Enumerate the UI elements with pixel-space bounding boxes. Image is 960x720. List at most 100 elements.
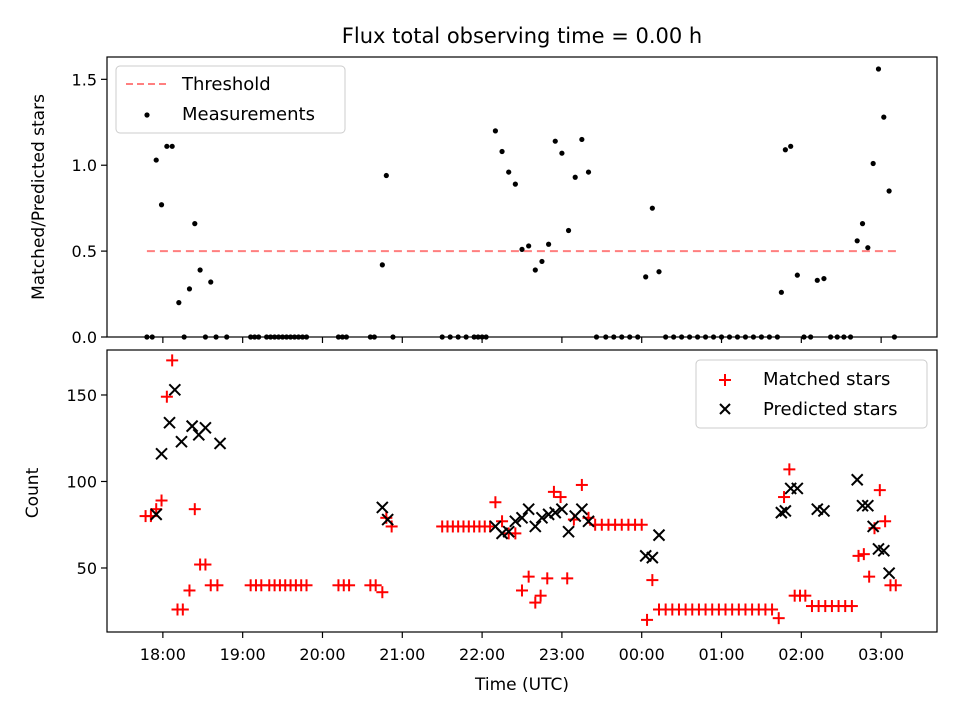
measurements-point <box>643 274 649 280</box>
matched-stars-point <box>863 570 876 583</box>
predicted-stars-point <box>509 515 522 528</box>
matched-stars-point <box>889 579 902 592</box>
predicted-stars-point <box>555 502 569 516</box>
y-tick-label: 1.0 <box>72 156 97 175</box>
matched-stars-point <box>529 596 542 609</box>
matched-stars-point <box>489 496 502 509</box>
predicted-stars-point <box>150 508 163 521</box>
matched-stars-point <box>879 515 892 528</box>
measurements-point <box>881 114 887 120</box>
x-tick-label: 22:00 <box>459 645 505 664</box>
predicted-stars-point <box>582 515 595 528</box>
chart-title: Flux total observing time = 0.00 h <box>342 24 702 48</box>
measurements-point <box>579 136 585 143</box>
measurements-point <box>859 221 866 227</box>
measurements-point <box>870 160 876 167</box>
measurements-point <box>164 143 170 149</box>
matched-stars-point <box>845 600 858 613</box>
y-tick-label: 50 <box>77 559 97 578</box>
predicted-stars-point <box>877 544 891 557</box>
predicted-stars-point <box>856 499 869 512</box>
matched-stars-point <box>300 579 313 592</box>
legend-matched-swatch <box>719 374 731 386</box>
measurements-point <box>519 246 525 252</box>
legend-box <box>695 359 928 429</box>
measurements-point <box>821 275 827 282</box>
matched-stars-point <box>496 515 509 528</box>
y-axis-label: Count <box>23 467 43 518</box>
matched-stars-point <box>641 613 654 626</box>
y-tick-label: 150 <box>66 386 97 405</box>
measurements-point <box>572 174 578 180</box>
matched-stars-point <box>799 589 812 602</box>
predicted-stars-point <box>175 435 188 448</box>
x-tick-label: 01:00 <box>698 645 744 664</box>
predicted-stars-point <box>199 421 212 435</box>
predicted-stars-point <box>381 513 394 526</box>
measurements-point <box>526 243 532 249</box>
matched-stars-point <box>155 494 168 507</box>
axes-frame-top <box>106 56 938 338</box>
matched-stars-point <box>534 589 547 602</box>
x-tick-label: 20:00 <box>299 645 345 664</box>
measurements-point <box>153 157 159 163</box>
predicted-stars-point <box>882 566 896 580</box>
bottom-panel: Count Time (UTC) 18:00 19:00 20:00 21:00 22:… <box>23 349 938 695</box>
matched-stars-point <box>778 491 791 504</box>
predicted-stars-point <box>155 447 168 461</box>
matched-stars-point <box>561 572 574 585</box>
matched-stars-point <box>766 603 779 616</box>
matched-stars-point <box>541 572 554 585</box>
measurements-point <box>782 147 788 153</box>
measurements-point <box>875 66 882 72</box>
matched-stars-point <box>199 558 212 571</box>
matched-stars-point <box>522 570 535 583</box>
legend-top: Threshold Measurements <box>115 65 346 134</box>
matched-stars-point <box>547 485 560 498</box>
measurements-point <box>814 277 820 283</box>
x-axis-label: Time (UTC) <box>474 675 569 695</box>
measurements-point <box>565 227 572 234</box>
measurements-point <box>499 148 505 155</box>
measurements-point <box>192 221 198 227</box>
predicted-stars-point <box>515 511 529 525</box>
matched-stars-point <box>160 390 173 403</box>
predicted-stars-point <box>791 482 804 495</box>
measurements-point <box>854 238 860 244</box>
predicted-stars-point <box>866 520 880 533</box>
matched-stars-point <box>376 586 389 599</box>
matched-stars-point <box>646 574 659 587</box>
predicted-stars-point <box>850 473 864 486</box>
matched-stars-point <box>183 584 196 597</box>
measurements-point <box>383 172 389 179</box>
measurements-point <box>865 245 871 251</box>
legend-box <box>115 65 346 134</box>
matched-stars-point <box>166 354 179 367</box>
legend-measurements-swatch <box>144 112 150 118</box>
predicted-stars-point <box>549 506 562 519</box>
matched-stars-point <box>188 503 201 516</box>
measurements-point <box>506 169 512 175</box>
matched-stars-point <box>873 484 886 497</box>
predicted-stars-point <box>861 499 875 512</box>
predicted-stars-point <box>817 504 831 518</box>
matched-stars-point <box>211 579 224 592</box>
y-axis-label: Matched/Predicted stars <box>29 94 49 300</box>
matched-stars-point <box>635 518 648 531</box>
measurements-point <box>656 269 662 275</box>
legend-matched-label: Matched stars <box>763 369 890 390</box>
measurements-point <box>532 267 538 273</box>
predicted-stars-point <box>502 525 515 538</box>
matched-stars-point <box>783 463 796 476</box>
measurements-point <box>197 267 203 273</box>
matched-stars-point <box>369 579 382 592</box>
x-tick-label: 18:00 <box>140 645 186 664</box>
matched-stars-point <box>176 603 189 616</box>
matched-stars-point <box>343 579 356 592</box>
matched-stars-point <box>857 548 870 561</box>
measurements-point <box>886 188 892 194</box>
predicted-stars-point <box>529 520 542 533</box>
x-tick-label: 02:00 <box>778 645 824 664</box>
measurements-point <box>512 181 518 187</box>
